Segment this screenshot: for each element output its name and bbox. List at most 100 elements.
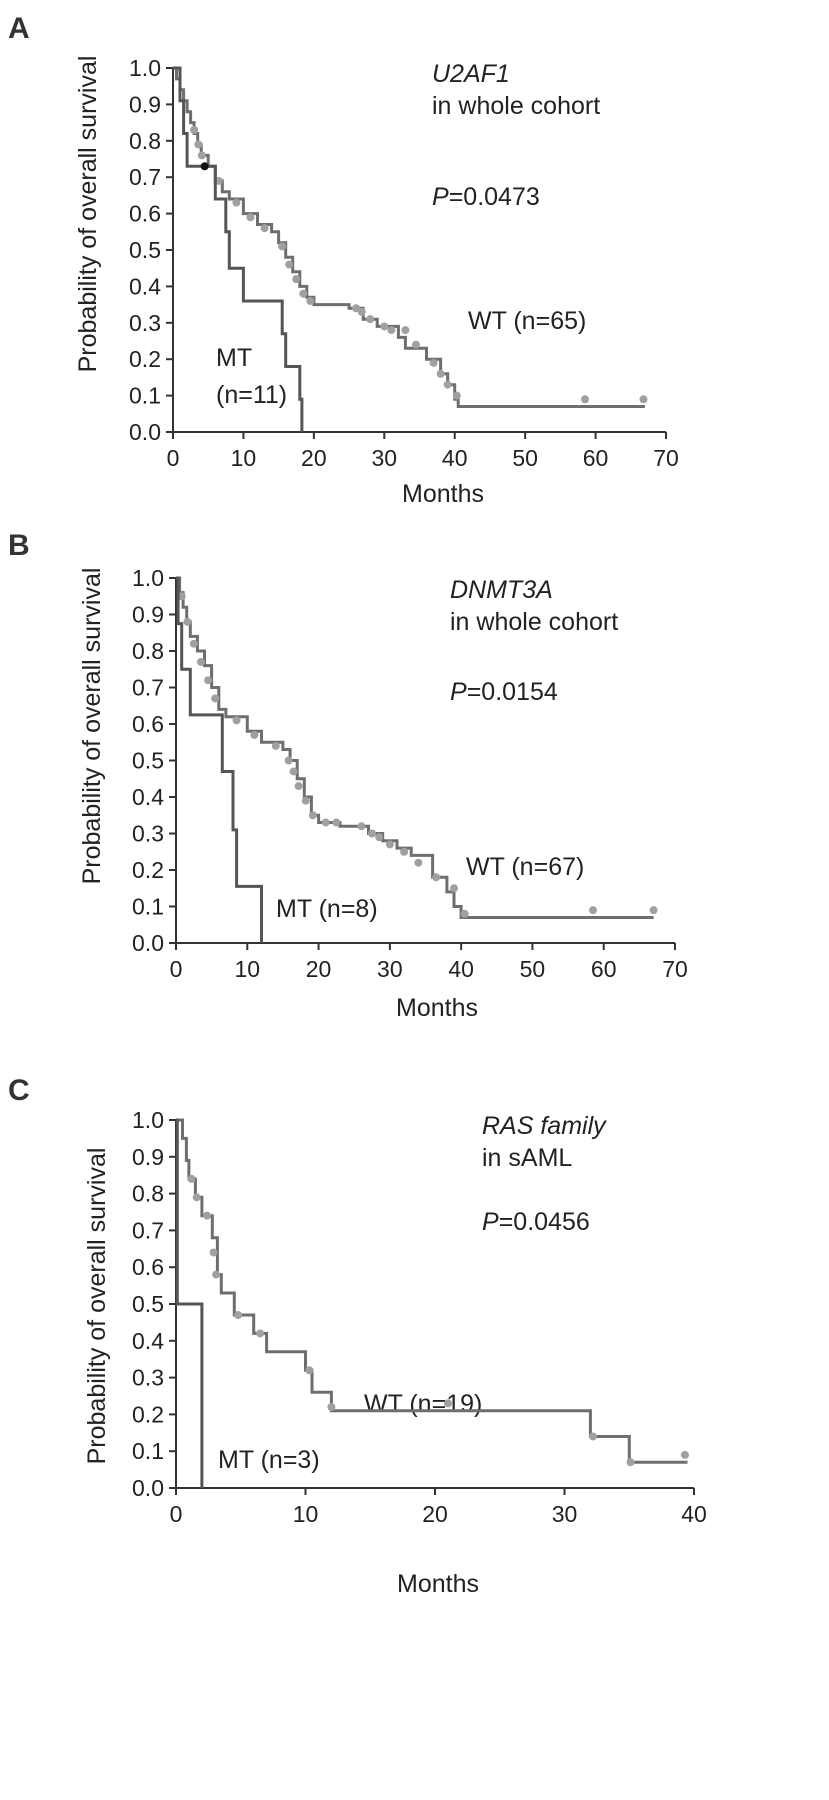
wt-censor-point: [375, 833, 384, 842]
wt-censor-point: [429, 358, 438, 367]
wt-censor-point: [368, 829, 377, 838]
y-tick-label: 0.5: [132, 1291, 164, 1317]
y-tick-label: 0.1: [129, 383, 161, 409]
panel-b-xlabel: Months: [396, 994, 478, 1022]
wt-censor-point: [680, 1450, 689, 1459]
wt-censor-point: [639, 395, 648, 404]
x-tick-label: 0: [170, 1501, 183, 1527]
panel-c-ylabel: Probability of overall survival: [83, 1148, 111, 1465]
x-tick-label: 70: [653, 445, 679, 471]
wt-censor-point: [284, 756, 293, 765]
panel-b-mt-label: MT (n=8): [276, 895, 378, 923]
wt-censor-point: [588, 1432, 597, 1441]
panel-a-ylabel: Probability of overall survival: [74, 56, 102, 373]
wt-censor-point: [256, 1329, 265, 1338]
wt-censor-point: [400, 847, 409, 856]
wt-survival-curve: [176, 1118, 688, 1464]
panel-a-annotation: U2AF1 in whole cohort P=0.0473: [432, 60, 600, 211]
wt-censor-point: [246, 213, 255, 222]
y-tick-label: 0.7: [132, 675, 164, 701]
wt-censor-point: [250, 730, 259, 739]
wt-censor-point: [212, 1270, 221, 1279]
panel-c-title: RAS family: [482, 1112, 607, 1140]
panel-c-series-labels: WT (n=19) MT (n=3): [218, 1390, 482, 1474]
wt-censor-point: [327, 1403, 336, 1412]
wt-censor-point: [432, 873, 441, 882]
wt-censor-point: [209, 1248, 218, 1257]
panel-a-letter: A: [8, 12, 30, 45]
wt-censor-point: [649, 906, 658, 915]
wt-censor-point: [232, 198, 241, 207]
x-tick-label: 30: [552, 1501, 578, 1527]
panel-b: B Probability of overall survival Months…: [8, 529, 688, 1022]
x-tick-label: 20: [301, 445, 327, 471]
x-tick-label: 10: [234, 956, 260, 982]
wt-censor-point: [414, 858, 423, 867]
y-tick-label: 0.8: [132, 1181, 164, 1207]
y-tick-label: 0.9: [129, 91, 161, 117]
y-tick-label: 0.7: [129, 164, 161, 190]
y-tick-label: 0.1: [132, 1438, 164, 1464]
mt-survival-curve: [176, 576, 263, 943]
y-tick-label: 0.3: [132, 1365, 164, 1391]
panel-b-subtitle: in whole cohort: [450, 608, 618, 636]
panel-c-xlabel: Months: [397, 1570, 479, 1598]
wt-censor-point: [194, 140, 203, 149]
wt-censor-point: [204, 676, 213, 685]
panel-b-annotation: DNMT3A in whole cohort P=0.0154: [450, 576, 618, 706]
panel-b-plot: 0.0 0.1 0.2 0.3 0.4 0.5 0.6 0.7 0.8 0.9 1.0 0 10 20 30…: [132, 565, 688, 982]
wt-censor-point: [443, 1399, 452, 1408]
x-tick-label: 20: [306, 956, 332, 982]
x-tick-label: 50: [512, 445, 538, 471]
wt-censor-point: [292, 275, 301, 284]
wt-censor-point: [385, 840, 394, 849]
y-tick-label: 0.6: [132, 711, 164, 737]
wt-censor-point: [203, 1211, 212, 1220]
y-tick-label: 0.4: [132, 1328, 164, 1354]
x-tick-label: 60: [583, 445, 609, 471]
wt-censor-point: [357, 822, 366, 831]
x-tick-label: 0: [167, 445, 180, 471]
x-tick-label: 30: [371, 445, 397, 471]
wt-censor-point: [211, 694, 220, 703]
x-tick-label: 0: [170, 956, 183, 982]
wt-censor-point: [321, 818, 330, 827]
panel-a-series-labels: WT (n=65) MT (n=11): [216, 307, 586, 409]
y-tick-label: 0.5: [129, 237, 161, 263]
x-tick-label: 30: [377, 956, 403, 982]
panel-c-plot: 0.0 0.1 0.2 0.3 0.4 0.5 0.6 0.7 0.8 0.9 1.0 0 10 20 30…: [132, 1107, 707, 1527]
y-tick-label: 0.9: [132, 602, 164, 628]
wt-censor-point: [452, 391, 461, 400]
wt-censor-point: [589, 906, 598, 915]
y-tick-label: 0.0: [129, 419, 161, 445]
mt-survival-curve: [175, 1118, 204, 1488]
panel-c-wt-label: WT (n=19): [364, 1390, 482, 1418]
wt-censor-point: [177, 592, 186, 601]
panel-c-letter: C: [8, 1074, 30, 1107]
y-tick-label: 0.4: [129, 273, 161, 299]
wt-censor-point: [357, 307, 366, 316]
wt-censor-point: [192, 1193, 201, 1202]
wt-censor-point: [380, 322, 389, 331]
wt-censor-point: [260, 224, 269, 233]
panel-a: A Probability of overall survival Months…: [8, 12, 679, 508]
wt-censor-point: [232, 716, 241, 725]
panel-a-mt-label-line1: MT: [216, 344, 252, 372]
wt-censor-point: [183, 617, 192, 626]
panel-c-annotation: RAS family in sAML P=0.0456: [482, 1112, 607, 1236]
y-tick-label: 0.6: [132, 1254, 164, 1280]
wt-censor-point: [294, 782, 303, 791]
y-tick-label: 0.8: [132, 638, 164, 664]
wt-censor-point: [308, 811, 317, 820]
x-tick-label: 60: [591, 956, 617, 982]
panel-b-series-labels: WT (n=67) MT (n=8): [276, 853, 584, 923]
panel-c-pvalue: P=0.0456: [482, 1208, 590, 1236]
panel-c-subtitle: in sAML: [482, 1144, 572, 1172]
panel-a-mt-label-line2: (n=11): [216, 381, 287, 409]
panel-a-subtitle: in whole cohort: [432, 92, 600, 120]
wt-censor-point: [332, 818, 341, 827]
panel-b-letter: B: [8, 529, 30, 562]
wt-censor-point: [278, 242, 287, 251]
panel-a-plot: 0.0 0.1 0.2 0.3 0.4 0.5 0.6 0.7 0.8 0.9 1.0 0 10 20 30…: [129, 55, 679, 471]
